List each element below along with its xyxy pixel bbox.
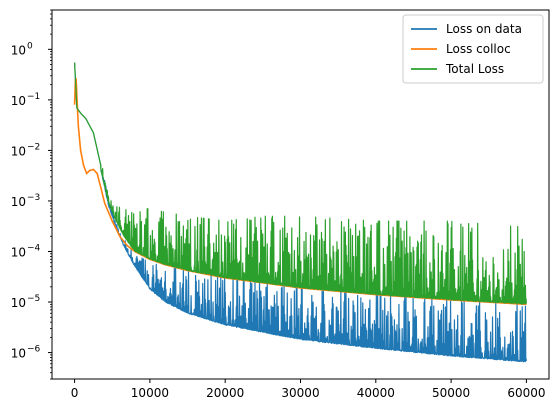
x-tick-label: 40000 xyxy=(357,386,395,400)
series-line-loss-on-data xyxy=(73,62,528,363)
svg-text:−6: −6 xyxy=(27,345,41,355)
svg-text:10: 10 xyxy=(11,347,26,361)
y-tick-label: 10 −1 xyxy=(11,92,41,108)
series-group xyxy=(73,62,528,363)
svg-text:10: 10 xyxy=(11,144,26,158)
legend: Loss on data Loss colloc Total Loss xyxy=(402,14,544,84)
y-tick-label: 10 −6 xyxy=(11,345,41,361)
y-tick-label: 10 −2 xyxy=(11,142,41,158)
svg-text:10: 10 xyxy=(11,94,26,108)
svg-text:10: 10 xyxy=(11,43,26,57)
y-tick-label: 10 −3 xyxy=(11,193,41,209)
plot-area xyxy=(73,62,528,363)
x-tick-label: 20000 xyxy=(206,386,244,400)
svg-text:10: 10 xyxy=(11,296,26,310)
svg-text:−2: −2 xyxy=(27,142,40,152)
legend-label: Total Loss xyxy=(445,62,504,76)
svg-text:10: 10 xyxy=(11,245,26,259)
y-tick-label: 10 −5 xyxy=(11,294,41,310)
x-tick-label: 50000 xyxy=(432,386,470,400)
y-tick-label: 10 0 xyxy=(11,41,33,57)
legend-label: Loss on data xyxy=(446,22,522,36)
x-tick-label: 30000 xyxy=(281,386,319,400)
y-tick-label: 10 −4 xyxy=(11,243,41,259)
x-tick-label: 10000 xyxy=(131,386,169,400)
svg-text:−1: −1 xyxy=(27,92,40,102)
svg-text:−4: −4 xyxy=(27,243,41,253)
x-tick-label: 60000 xyxy=(507,386,545,400)
x-tick-label: 0 xyxy=(71,386,79,400)
svg-text:−3: −3 xyxy=(27,193,40,203)
svg-text:0: 0 xyxy=(27,41,33,51)
svg-text:−5: −5 xyxy=(27,294,40,304)
legend-label: Loss colloc xyxy=(446,42,511,56)
series-line-total-loss xyxy=(73,62,528,305)
svg-text:10: 10 xyxy=(11,195,26,209)
legend-box xyxy=(402,14,544,84)
